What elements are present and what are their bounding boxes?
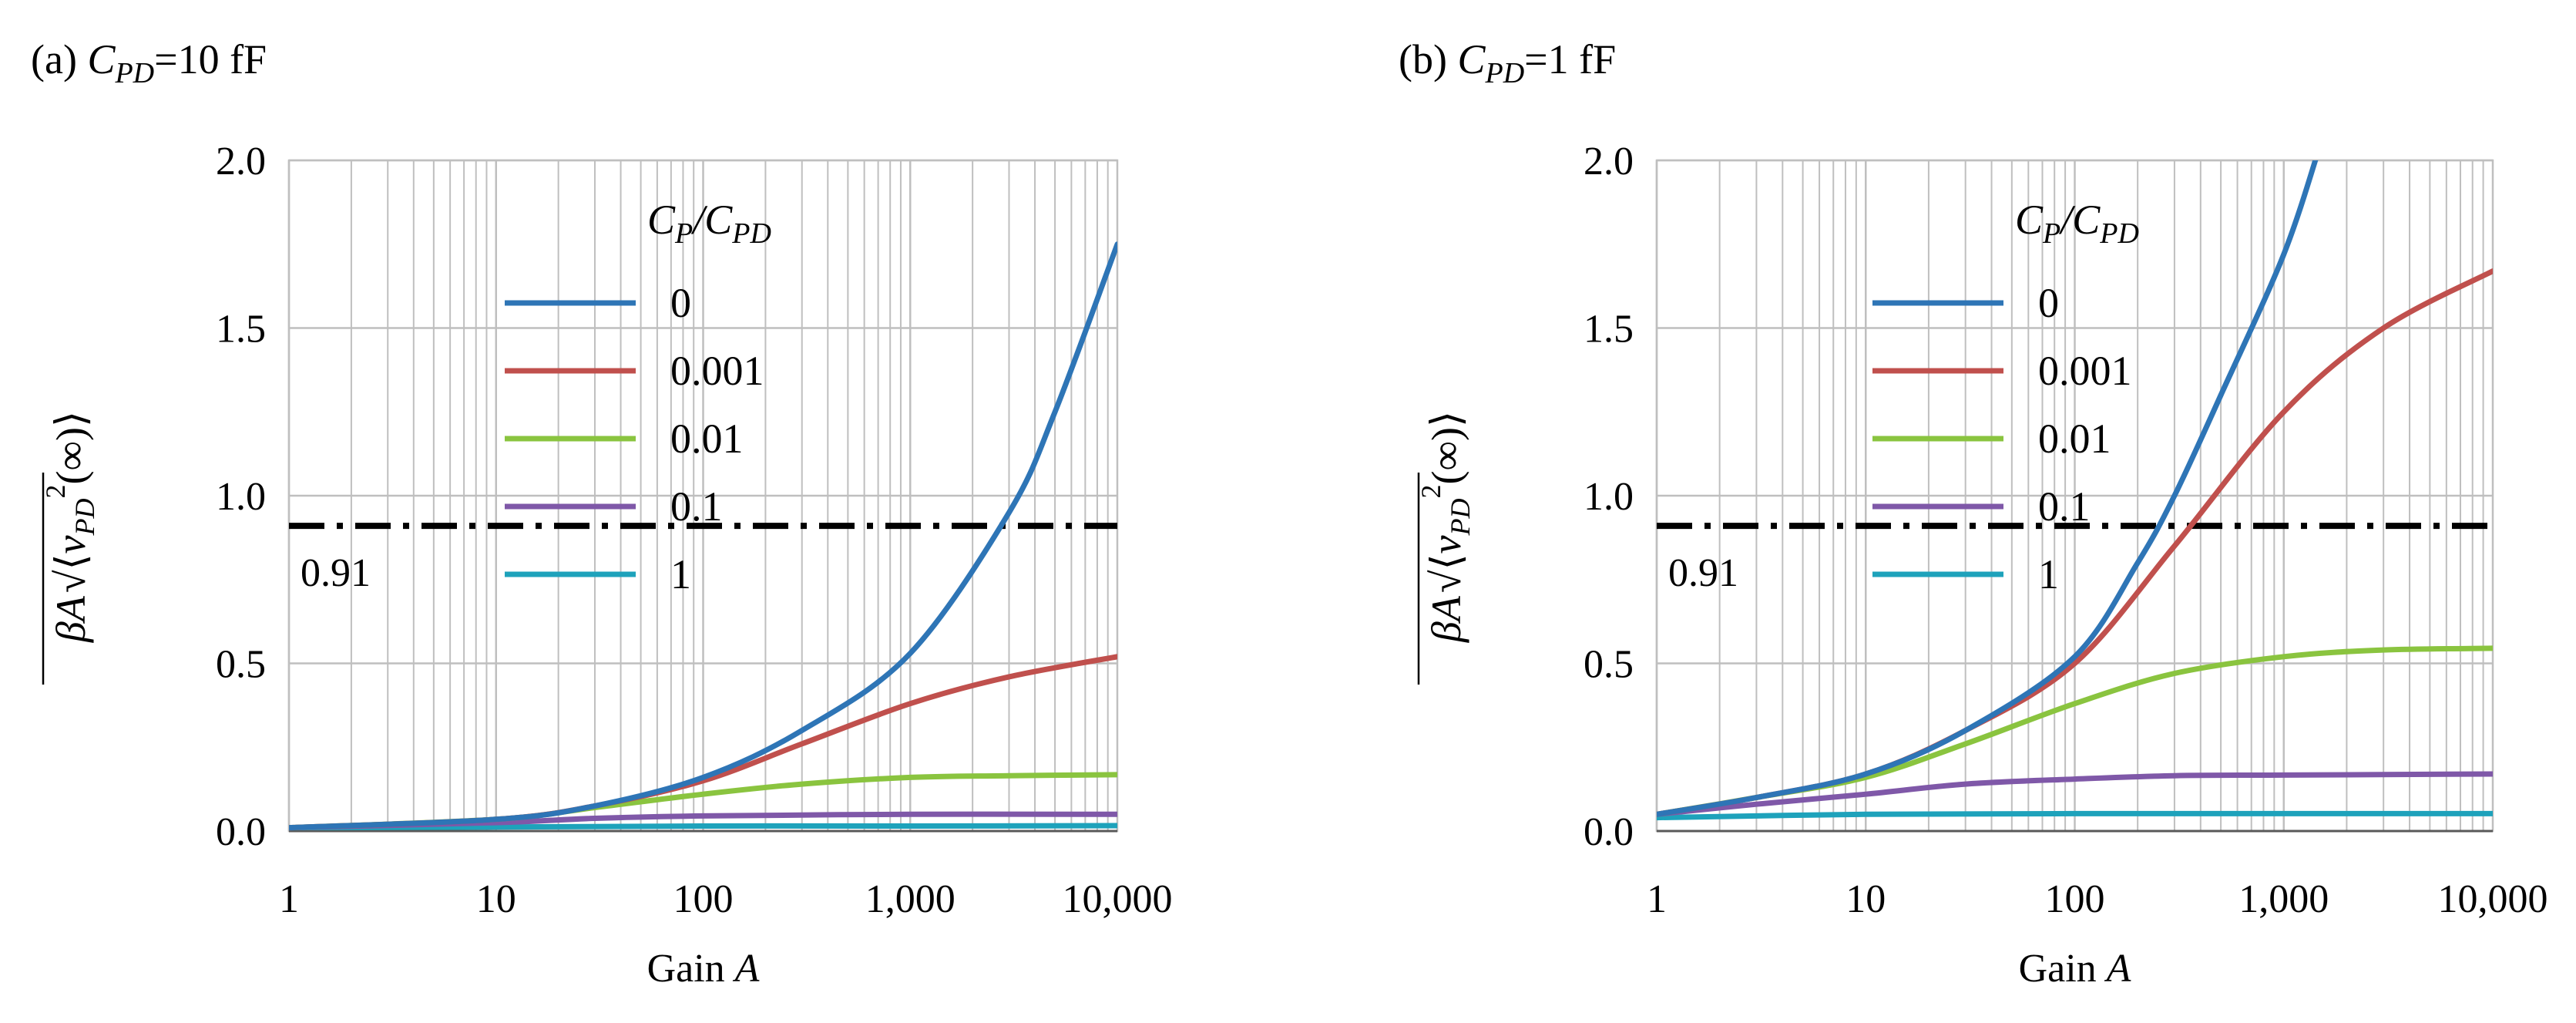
y-tick-label: 1.0 — [1584, 475, 1634, 519]
title-subscript: PD — [114, 57, 154, 89]
y-tick-label: 0.0 — [216, 810, 266, 854]
series-line-0 — [1657, 160, 2319, 817]
y-title-sup: 2 — [40, 484, 71, 498]
series-line-0.1 — [1657, 771, 2493, 817]
y-title-beta: β — [48, 621, 94, 643]
x-tick-label: 10 — [1846, 877, 1886, 921]
y-title-sub: PD — [69, 498, 100, 536]
title-symbol: C — [87, 36, 116, 82]
y-title-bracket-open: ⟨ — [1423, 554, 1469, 570]
y-title-A: A — [1423, 595, 1469, 624]
legend-title-C1: C — [647, 197, 676, 243]
y-tick-label: 0.5 — [1584, 643, 1634, 687]
legend-label: 0.01 — [2038, 416, 2111, 462]
x-tick-label: 1 — [279, 877, 299, 921]
y-title-v: v — [48, 535, 94, 554]
y-title-bracket-open: ⟨ — [48, 554, 94, 570]
legend-title: CP/CPD — [2015, 197, 2139, 250]
legend-label: 0 — [670, 280, 691, 326]
panel-label: (a) — [31, 36, 87, 82]
y-tick-label: 0.0 — [1584, 810, 1634, 854]
x-axis-title: Gain A — [2019, 947, 2131, 991]
legend-label: 0.1 — [670, 483, 723, 530]
y-tick-label: 1.5 — [1584, 308, 1634, 352]
y-tick-label: 1.0 — [216, 475, 266, 519]
x-axis-title-text: Gain — [2019, 947, 2107, 991]
y-title-bracket-close: ⟩ — [1423, 411, 1469, 427]
x-axis-title-symbol: A — [733, 947, 760, 991]
legend-label: 0.1 — [2038, 483, 2091, 530]
x-tick-label: 1,000 — [2238, 877, 2329, 921]
y-title-A: A — [48, 595, 94, 624]
legend-label: 0.001 — [2038, 348, 2132, 394]
y-title-sqrt: √ — [1423, 570, 1469, 593]
y-title-inf: (∞) — [48, 427, 94, 484]
y-title-sup: 2 — [1416, 484, 1446, 498]
x-tick-label: 100 — [673, 877, 734, 921]
y-title-sub: PD — [1445, 498, 1476, 536]
legend-title-C2: /C — [2058, 197, 2101, 243]
legend-title-subPD: PD — [2099, 217, 2139, 250]
x-tick-label: 1 — [1647, 877, 1667, 921]
y-axis-title: βA√⟨vPD2(∞)⟩ — [40, 411, 100, 643]
y-title-sqrt: √ — [48, 570, 94, 593]
y-tick-label: 1.5 — [216, 308, 266, 352]
series-line-1 — [1657, 810, 2493, 821]
series-line-1 — [289, 823, 1117, 831]
y-title-v: v — [1423, 535, 1469, 554]
legend-title-subP: P — [2042, 217, 2060, 250]
threshold-label: 0.91 — [1668, 551, 1738, 595]
title-subscript: PD — [1485, 57, 1525, 89]
x-axis-title-text: Gain — [647, 947, 735, 991]
legend-label: 0.001 — [670, 348, 764, 394]
legend-label: 1 — [670, 551, 691, 597]
y-title-inf: (∞) — [1423, 427, 1469, 484]
x-axis-title: Gain A — [647, 947, 760, 991]
panel-label: (b) — [1399, 36, 1457, 82]
x-tick-label: 100 — [2045, 877, 2105, 921]
x-axis-title-symbol: A — [2104, 947, 2131, 991]
legend-label: 0 — [2038, 280, 2059, 326]
x-tick-label: 10,000 — [1063, 877, 1173, 921]
y-axis-title: βA√⟨vPD2(∞)⟩ — [1416, 411, 1476, 643]
legend-title-subP: P — [674, 217, 693, 250]
y-tick-label: 0.5 — [216, 643, 266, 687]
y-title-bracket-close: ⟩ — [48, 411, 94, 427]
title-value: =1 fF — [1524, 36, 1616, 82]
threshold-label: 0.91 — [301, 551, 371, 595]
legend-title-C1: C — [2015, 197, 2044, 243]
title-symbol: C — [1457, 36, 1486, 82]
legend-title: CP/CPD — [647, 197, 771, 250]
y-title-beta: β — [1423, 621, 1469, 643]
y-tick-label: 2.0 — [1584, 140, 1634, 183]
x-tick-label: 1,000 — [865, 877, 956, 921]
title-value: =10 fF — [154, 36, 267, 82]
legend-label: 1 — [2038, 551, 2059, 597]
x-tick-label: 10 — [476, 877, 516, 921]
legend-title-C2: /C — [690, 197, 733, 243]
y-tick-label: 2.0 — [216, 140, 266, 183]
x-tick-label: 10,000 — [2438, 877, 2548, 921]
legend-label: 0.01 — [670, 416, 744, 462]
series-line-0 — [289, 241, 1117, 831]
legend-title-subPD: PD — [731, 217, 771, 250]
panel-title: (a) CPD=10 fF — [31, 36, 267, 89]
panel-title: (b) CPD=1 fF — [1399, 36, 1616, 89]
